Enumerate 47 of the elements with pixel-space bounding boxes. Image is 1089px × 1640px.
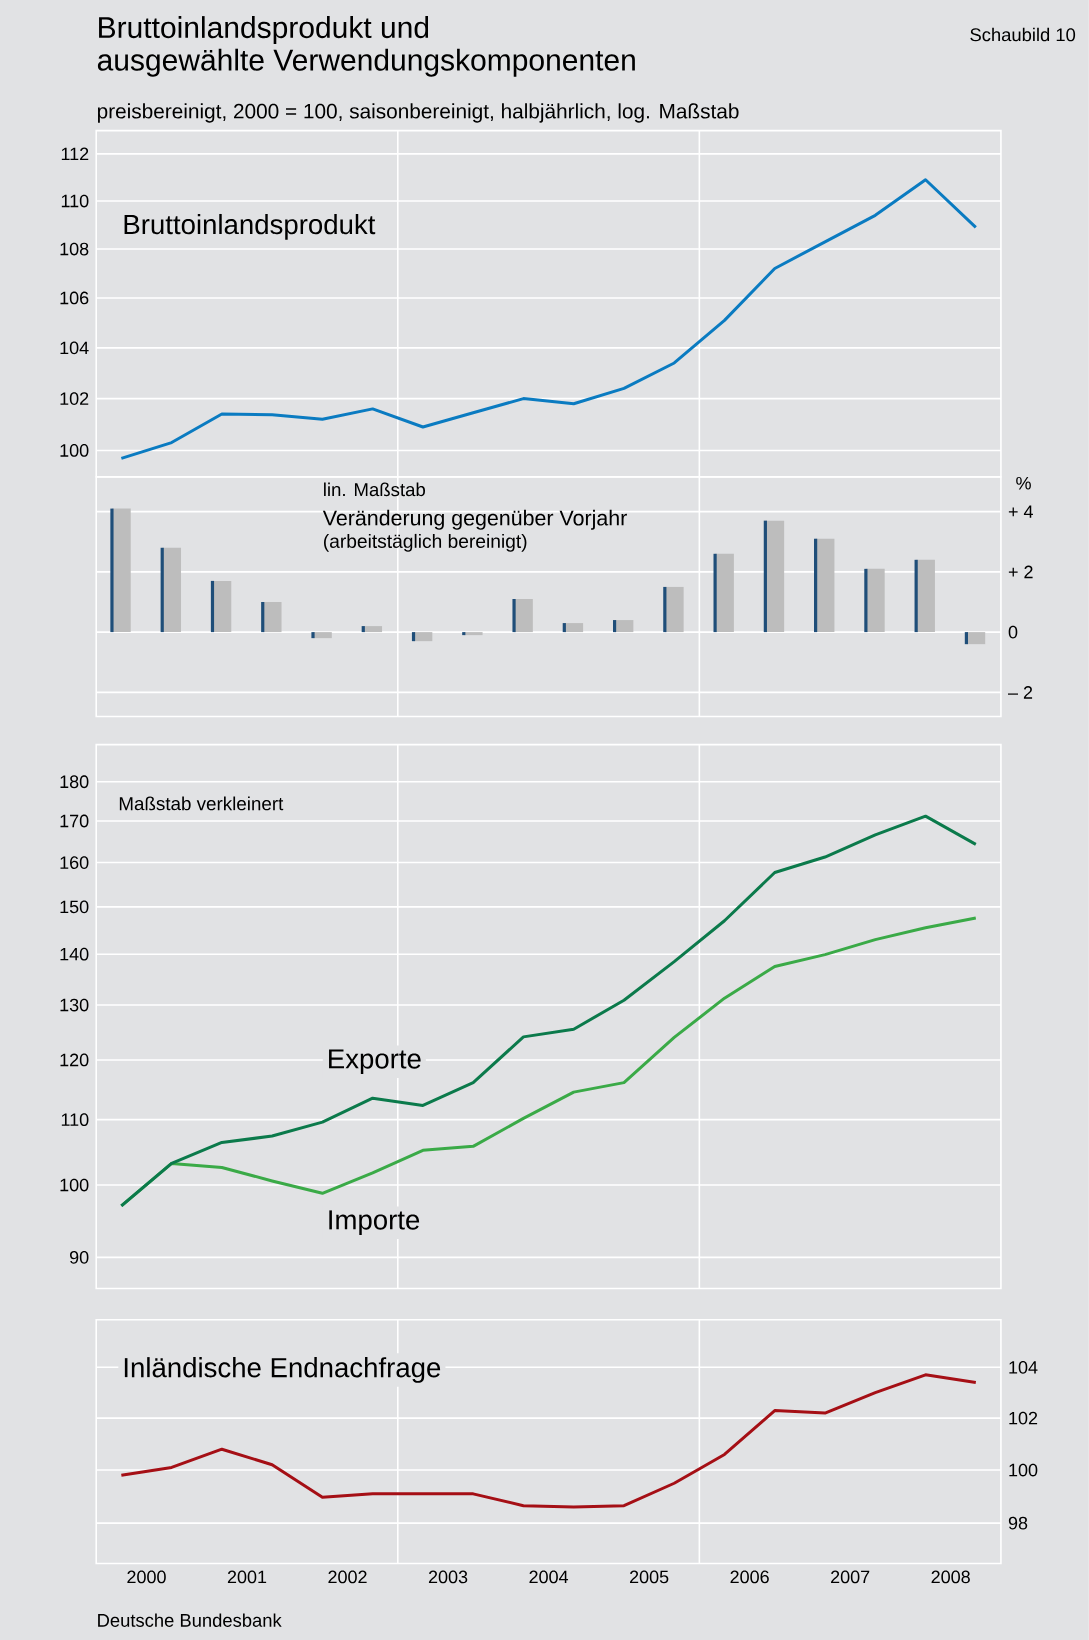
x-tick-label: 2001: [227, 1570, 267, 1584]
y-tick-label: 110: [61, 194, 89, 208]
series-label: Importe: [329, 1210, 420, 1236]
y-tick-label: – 2: [1008, 686, 1033, 699]
x-tick-label: 2005: [630, 1570, 669, 1584]
x-tick-label: 2008: [931, 1570, 970, 1584]
x-tick-label: 2006: [730, 1570, 769, 1584]
chart-title: Bruttoinlandsprodukt und ausgewählte Verwendungskomponenten: [98, 16, 635, 77]
annotation: lin. Maßstab: [324, 482, 426, 497]
y-tick-label: 104: [1009, 1360, 1038, 1374]
y-tick-label: + 2: [1008, 565, 1033, 579]
y-tick-label: 150: [60, 900, 89, 914]
text: Schaubild 10: [970, 27, 1076, 42]
y-tick-label: 106: [60, 291, 89, 305]
y-tick-label: 102: [1009, 1411, 1038, 1425]
y-tick-label: 180: [60, 775, 89, 789]
series-label: Exporte: [329, 1049, 421, 1075]
y-tick-label: 100: [60, 444, 89, 457]
y-tick-label: + 4: [1008, 505, 1034, 518]
y-tick-label: 130: [60, 998, 89, 1012]
y-axis-title: %: [1016, 476, 1032, 490]
x-tick-label: 2002: [328, 1570, 367, 1584]
y-tick-label: 90: [70, 1250, 89, 1264]
y-tick-label: 170: [60, 814, 89, 828]
text: Deutsche Bundesbank: [98, 1613, 282, 1627]
annotation: (arbeitstäglich bereinigt): [324, 533, 527, 552]
y-tick-label: 160: [60, 856, 89, 869]
y-tick-label: 0: [1008, 625, 1018, 639]
y-tick-label: 120: [60, 1053, 89, 1067]
y-tick-label: 110: [61, 1113, 89, 1127]
y-tick-label: 98: [1008, 1516, 1028, 1530]
annotation: Maßstab verkleinert: [119, 796, 284, 811]
y-tick-label: 112: [61, 147, 89, 161]
text: Bruttoinlandsprodukt: [124, 213, 376, 240]
chart-subtitle: preisbereinigt, 2000 = 100, saisonbereinigt, halbjährlich, log. Maßstab: [98, 103, 739, 123]
y-tick-label: 104: [60, 341, 89, 355]
x-tick-label: 2004: [529, 1570, 569, 1584]
y-tick-label: 102: [60, 392, 89, 405]
annotation: Veränderung gegenüber Vorjahr: [322, 509, 628, 530]
y-tick-label: 100: [1009, 1463, 1038, 1477]
text: Inländische Endnachfrage: [124, 1357, 441, 1383]
x-tick-label: 2003: [429, 1570, 468, 1584]
x-tick-label: 2000: [127, 1570, 166, 1584]
y-tick-label: 100: [60, 1178, 89, 1192]
y-tick-label: 140: [60, 947, 89, 961]
x-tick-label: 2007: [831, 1570, 870, 1584]
y-tick-label: 108: [60, 242, 89, 256]
